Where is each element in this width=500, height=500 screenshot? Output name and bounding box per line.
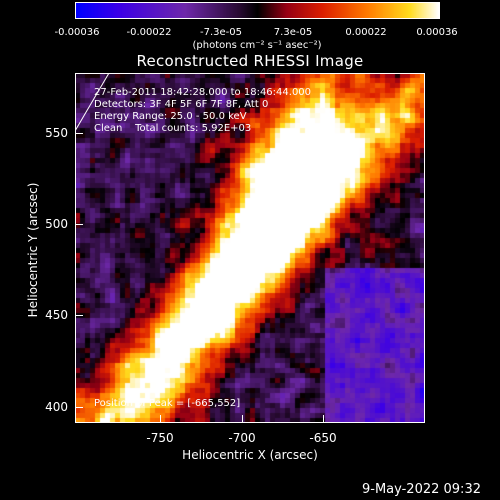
colorbar-tick-label: 0.00022 xyxy=(345,27,387,38)
time-range-annotation: 27-Feb-2011 18:42:28.000 to 18:46:44.000 xyxy=(94,87,312,98)
colorbar-unit-label: (photons cm⁻² s⁻¹ asec⁻²) xyxy=(192,40,322,51)
detectors-annotation: Detectors: 3F 4F 5F 6F 7F 8F, Att 0 xyxy=(94,99,269,110)
x-tick-label: -650 xyxy=(309,431,337,445)
y-tick-mark xyxy=(75,133,83,134)
clean-counts-annotation: Clean Total counts: 5.92E+03 xyxy=(94,123,252,134)
plot-title: Reconstructed RHESSI Image xyxy=(136,52,364,70)
x-tick-mark xyxy=(242,415,243,423)
y-tick-mark xyxy=(75,407,83,408)
y-tick-mark xyxy=(75,315,83,316)
x-tick-label: -750 xyxy=(146,431,174,445)
y-tick-label: 400 xyxy=(45,400,68,414)
colorbar-tick-label: -0.00036 xyxy=(54,27,100,38)
date-stamp: 9-May-2022 09:32 xyxy=(362,482,481,497)
y-tick-label: 450 xyxy=(45,308,68,322)
colorbar-tick-label: -0.00022 xyxy=(126,27,172,38)
colorbar-tick-label: 0.00036 xyxy=(416,27,458,38)
y-tick-label: 500 xyxy=(45,217,68,231)
peak-position-annotation: Position of Peak = [-665,552] xyxy=(94,398,241,409)
colorbar-tick-label: 7.3e-05 xyxy=(273,27,313,38)
rhessi-image-map xyxy=(75,73,425,423)
y-tick-mark xyxy=(75,224,83,225)
x-axis-label: Heliocentric X (arcsec) xyxy=(182,448,318,462)
x-tick-mark xyxy=(160,415,161,423)
energy-range-annotation: Energy Range: 25.0 - 50.0 keV xyxy=(94,111,247,122)
y-axis-label: Heliocentric Y (arcsec) xyxy=(26,182,40,318)
y-tick-label: 550 xyxy=(45,126,68,140)
colorbar xyxy=(75,2,440,19)
x-tick-mark xyxy=(323,415,324,423)
solar-limb-line xyxy=(75,73,110,132)
colorbar-tick-label: -7.3e-05 xyxy=(200,27,242,38)
x-tick-label: -700 xyxy=(228,431,256,445)
